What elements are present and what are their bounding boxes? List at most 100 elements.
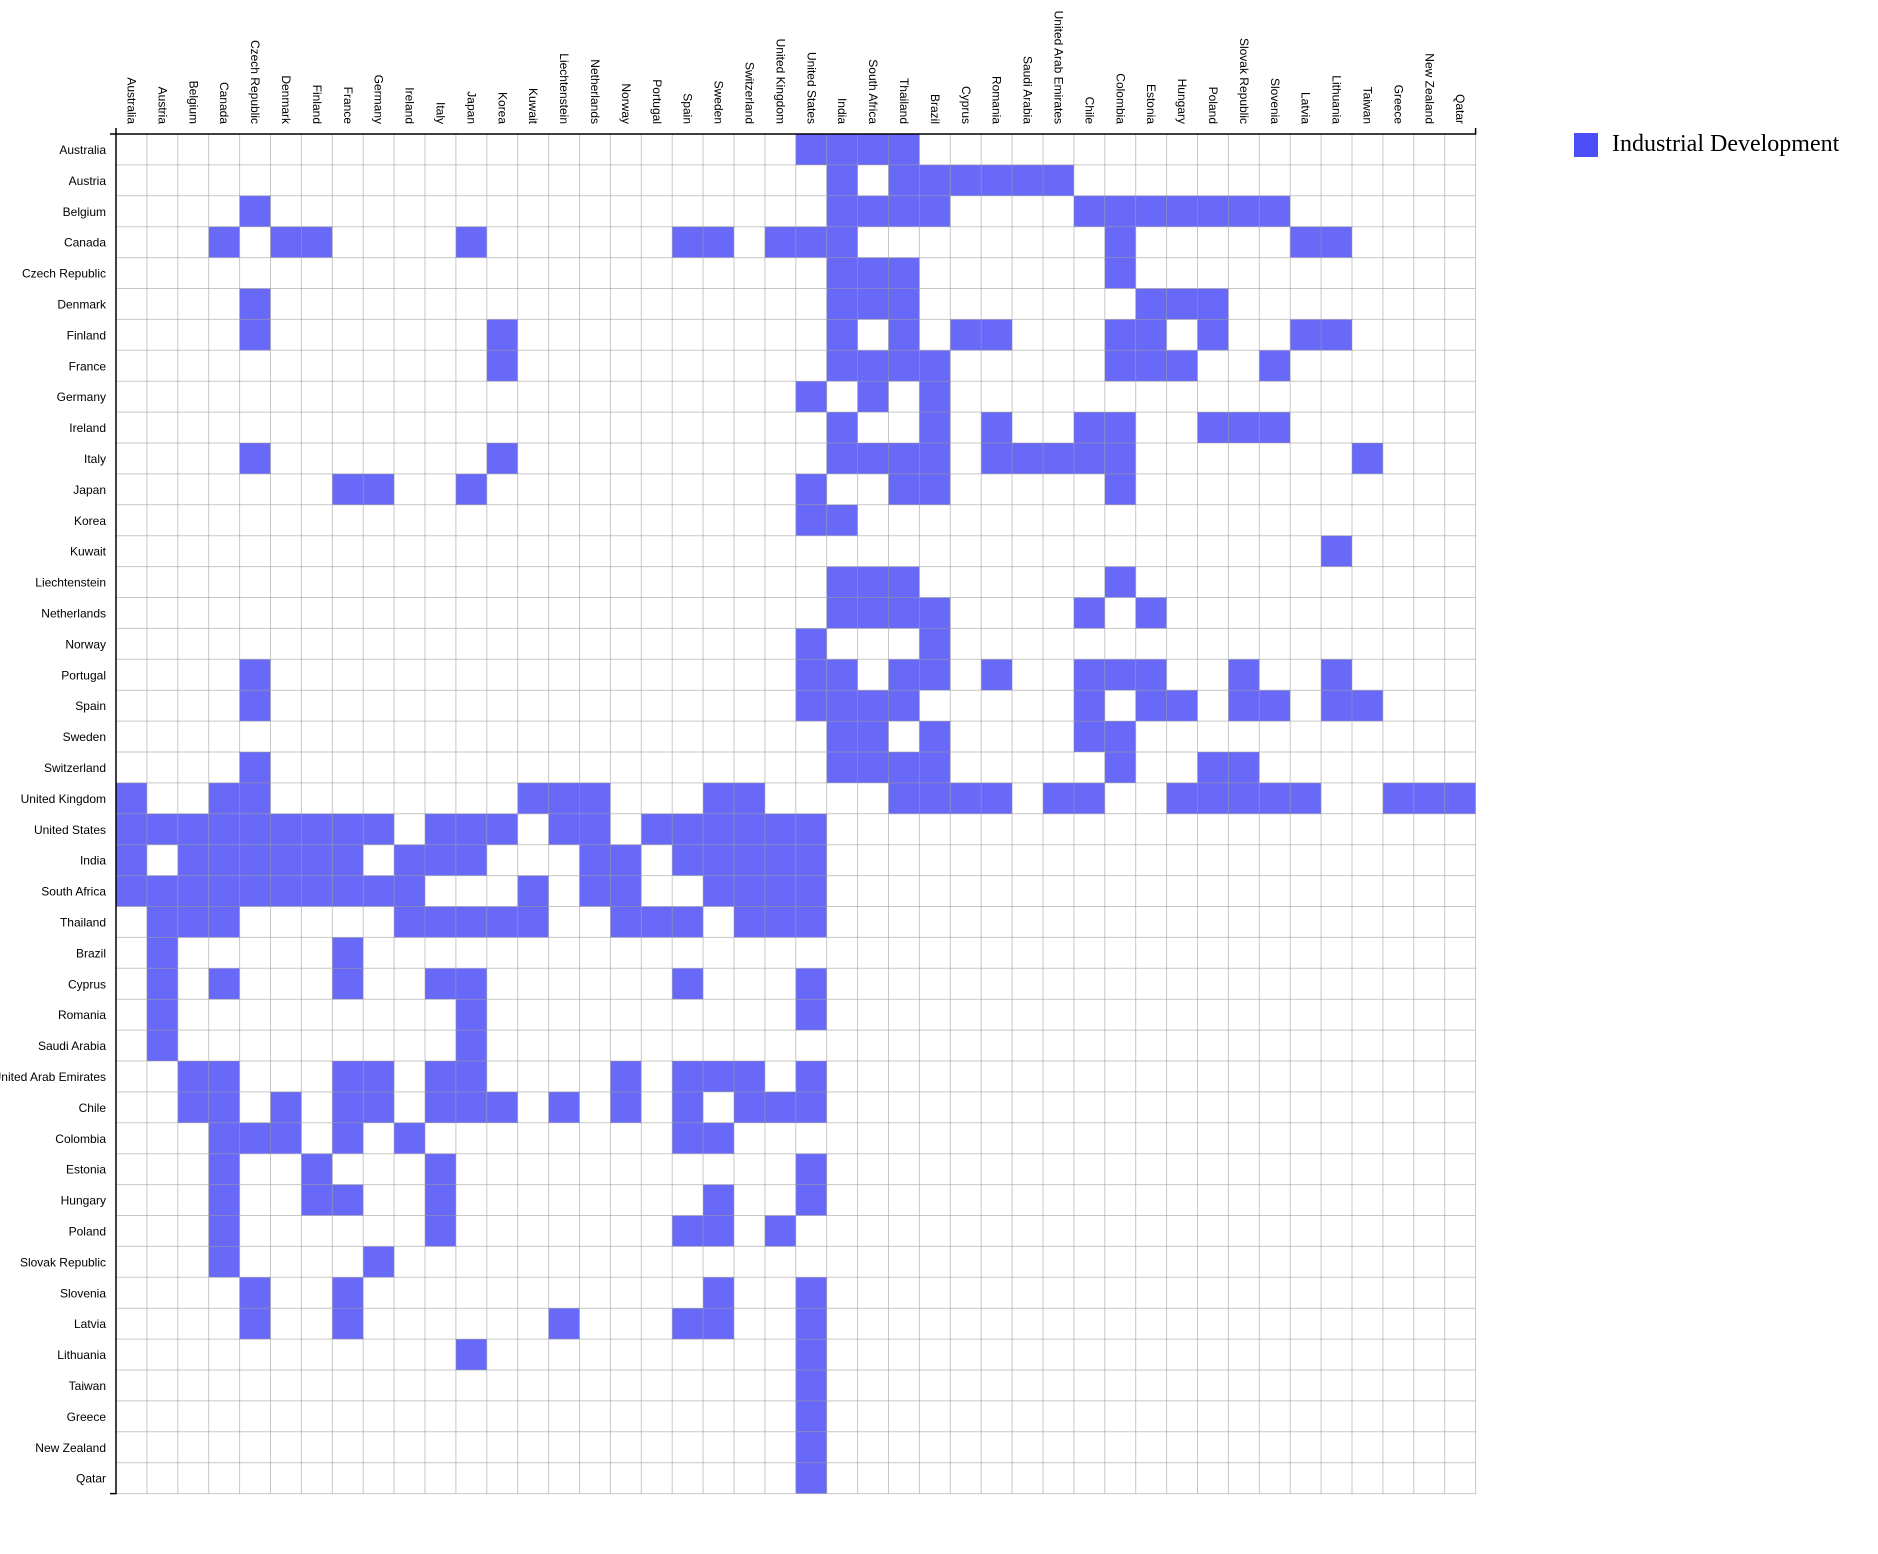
- heatmap-cell: [425, 906, 456, 938]
- heatmap-cell: [764, 906, 796, 938]
- heatmap-cell: [332, 813, 364, 845]
- heatmap-cell: [455, 473, 487, 505]
- heatmap-cell: [919, 782, 951, 814]
- heatmap-cell: [795, 875, 827, 907]
- heatmap-cell: [826, 195, 858, 227]
- y-tick-label: Italy: [84, 452, 106, 466]
- heatmap-cell: [1012, 164, 1043, 196]
- heatmap-cell: [1043, 782, 1074, 814]
- heatmap-cell: [332, 1308, 364, 1340]
- heatmap-cell: [425, 968, 456, 1000]
- heatmap-cell: [1104, 350, 1136, 382]
- heatmap-cell: [208, 968, 240, 1000]
- heatmap-cell: [1135, 350, 1167, 382]
- heatmap-cell: [177, 844, 209, 876]
- heatmap-cell: [332, 1277, 364, 1309]
- heatmap-cell: [208, 1091, 240, 1123]
- heatmap-cell: [239, 813, 271, 845]
- heatmap-cell: [919, 443, 951, 474]
- heatmap-cell: [795, 844, 827, 876]
- heatmap-cell: [857, 690, 889, 722]
- heatmap-cell: [208, 875, 240, 907]
- heatmap-cell: [764, 226, 796, 258]
- heatmap-cell: [672, 1061, 704, 1092]
- heatmap-cell: [888, 566, 920, 598]
- heatmap-cell: [455, 844, 487, 876]
- heatmap-cell: [672, 1122, 704, 1154]
- heatmap-cell: [795, 1370, 827, 1401]
- heatmap-cell: [1228, 690, 1260, 722]
- heatmap-cell: [177, 1061, 209, 1092]
- heatmap-cell: [1073, 659, 1105, 691]
- heatmap-cell: [1228, 752, 1260, 783]
- heatmap-cell: [270, 1122, 302, 1154]
- y-tick-label: Romania: [58, 1008, 106, 1022]
- heatmap-cell: [641, 813, 673, 845]
- y-tick-label: United Arab Emirates: [0, 1070, 106, 1084]
- y-tick-label: New Zealand: [35, 1441, 106, 1455]
- heatmap-cell: [764, 813, 796, 845]
- heatmap-cell: [301, 1153, 333, 1185]
- heatmap-cell: [919, 412, 951, 443]
- heatmap-cell: [795, 1400, 827, 1432]
- heatmap-cell: [1321, 659, 1352, 691]
- heatmap-cell: [332, 968, 364, 1000]
- heatmap-cell: [363, 875, 395, 907]
- heatmap-cell: [301, 1184, 333, 1216]
- y-tick-label: Thailand: [60, 915, 106, 929]
- heatmap-cell: [363, 473, 395, 505]
- heatmap-cell: [734, 1091, 765, 1123]
- x-tick-label: Estonia: [1144, 84, 1158, 124]
- heatmap-cell: [1135, 659, 1167, 691]
- x-tick-label: Kuwait: [526, 88, 540, 125]
- x-tick-label: Colombia: [1113, 73, 1127, 124]
- heatmap-cell: [394, 844, 425, 876]
- heatmap-cell: [579, 844, 611, 876]
- heatmap-cell: [332, 875, 364, 907]
- heatmap-cell: [270, 1091, 302, 1123]
- y-tick-label: Canada: [64, 236, 106, 250]
- x-tick-label: Latvia: [1299, 92, 1313, 124]
- heatmap-cell: [764, 1091, 796, 1123]
- x-tick-label: France: [341, 87, 355, 125]
- heatmap-cell: [764, 875, 796, 907]
- heatmap-cell: [208, 1246, 240, 1278]
- x-tick-label: Norway: [619, 83, 633, 124]
- heatmap-cell: [1197, 782, 1229, 814]
- x-tick-label: Poland: [1206, 87, 1220, 124]
- heatmap-cell: [1104, 257, 1136, 289]
- heatmap-cell: [1259, 195, 1291, 227]
- x-tick-label: New Zealand: [1422, 53, 1436, 124]
- heatmap-cell: [703, 1308, 734, 1340]
- heatmap-cell: [1259, 690, 1291, 722]
- heatmap-cell: [981, 412, 1013, 443]
- heatmap-cell: [857, 443, 889, 474]
- y-tick-label: Belgium: [63, 205, 106, 219]
- heatmap-cell: [888, 690, 920, 722]
- heatmap-cell: [826, 443, 858, 474]
- heatmap-cell: [486, 813, 518, 845]
- heatmap-cell: [1104, 319, 1136, 351]
- x-tick-label: Denmark: [279, 75, 293, 125]
- heatmap-cell: [146, 813, 178, 845]
- y-tick-label: Cyprus: [68, 977, 106, 991]
- heatmap-cell: [703, 226, 734, 258]
- heatmap-cell: [1104, 752, 1136, 783]
- heatmap-axes: [110, 128, 1477, 1495]
- heatmap-cell: [208, 844, 240, 876]
- heatmap-cell: [826, 566, 858, 598]
- heatmap-cell: [734, 844, 765, 876]
- heatmap-cell: [826, 504, 858, 536]
- heatmap-cell: [795, 968, 827, 1000]
- y-tick-label: France: [69, 359, 107, 373]
- y-tick-label: Chile: [79, 1101, 107, 1115]
- heatmap-cell: [1104, 195, 1136, 227]
- y-tick-label: Japan: [73, 483, 106, 497]
- heatmap-cell: [826, 597, 858, 629]
- heatmap-cell: [455, 226, 487, 258]
- heatmap-cell: [795, 628, 827, 660]
- x-tick-label: Japan: [464, 91, 478, 124]
- heatmap-cell: [239, 690, 271, 722]
- heatmap-cell: [1382, 782, 1414, 814]
